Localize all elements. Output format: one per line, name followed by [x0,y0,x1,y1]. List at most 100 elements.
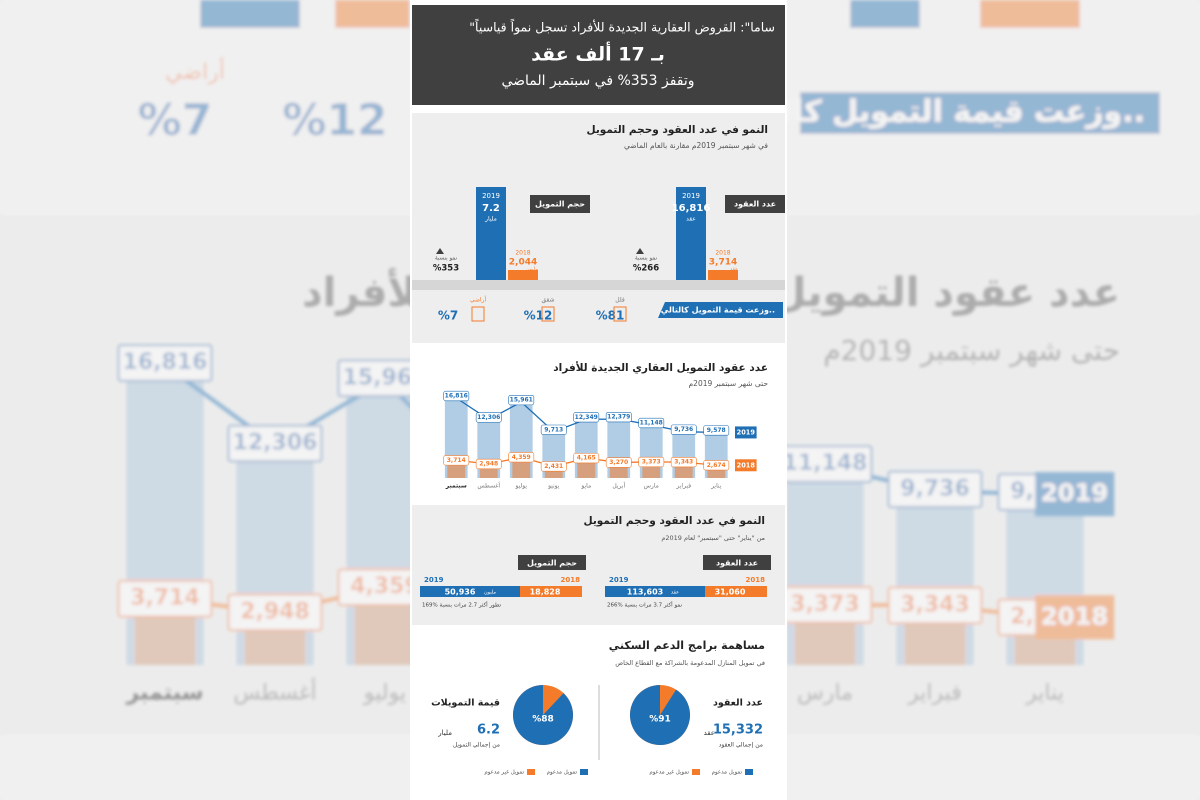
value-box [540,424,567,435]
header-line: "ساما": القروض العقارية الجديدة للأفراد … [469,18,775,36]
value-label: 2,948 [479,460,498,467]
legend-swatch [692,769,700,775]
value-label: 3,714 [447,457,466,464]
legend-label: تمويل مدعوم [712,770,743,776]
value-label: 4,165 [577,455,596,462]
bar-2018 [544,466,563,478]
unit: مليون [484,590,496,596]
unit: مليار [437,729,452,737]
item-value: %7 [438,309,458,323]
bg-item: أراضي [165,57,225,85]
value-box [887,586,983,624]
category-label: يناير [1025,681,1064,706]
bar-2018 [705,586,767,597]
legend-swatch [735,459,757,472]
label-tag [530,195,590,213]
unit: عقد [704,729,715,737]
value-label: 16,816 [445,393,468,400]
label-tag [703,555,771,570]
value: 2,044 [509,258,537,268]
value-box [117,344,213,382]
category-label: فبراير [907,681,962,706]
value-box [670,424,697,435]
value-label: 9,713 [544,426,563,433]
value-label: 12,306 [233,430,318,455]
up-arrow [636,248,644,254]
section-title: عدد عقود التمويل العقاري الجديدة للأفراد [553,361,768,374]
value: 3,714 [709,258,737,268]
bar-2018 [708,270,738,280]
item-name: أراضي [470,296,487,304]
section-subtitle: من "يناير" حتى "سبتمبر" لعام 2019م [661,534,765,542]
value-box [703,425,730,436]
year: 2019 [609,576,629,584]
bg-subtitle: حتى شهر سبتمبر 2019م [823,334,1120,367]
value-label: 11,148 [783,451,868,476]
legend-label: 2018 [737,461,756,469]
item-icon [541,306,555,322]
value-label: 12,379 [607,414,630,421]
item-name: شقق [541,297,554,304]
bg-share: %7 [138,95,213,146]
bar-2019 [476,187,506,280]
item-value: %12 [524,309,553,323]
growth-label: نمو بنسبة [635,256,657,262]
value-label: 3,373 [642,458,661,465]
label: عدد العقود [716,559,758,568]
note: من إجمالي التمويل [453,742,500,749]
value-label: 3,373 [790,592,860,617]
category-label: مايو [580,482,591,489]
growth: %353 [433,264,459,274]
value-box [540,461,567,472]
section-subtitle: في شهر سبتمبر 2019م مقارنة بالعام الماضي [624,141,768,150]
category-label: فبراير [675,482,691,489]
category-label: يناير [710,482,722,489]
header-line: وتقفز 353% في سبتمبر الماضي [501,73,694,89]
label: عدد العقود [734,200,776,209]
value-box [573,453,600,464]
value-label: 3,343 [900,592,970,617]
floor [412,280,785,290]
up-arrow [436,248,444,254]
legend-label: تمويل غير مدعوم [649,770,689,776]
bg-block [850,0,920,28]
value-box [638,456,665,468]
value-box [475,412,502,423]
pie-label: %88 [532,715,554,725]
label: عدد العقود [713,698,763,709]
value-label: 9,736 [674,426,693,433]
category-label: أبريل [612,481,625,489]
value-label: 4,359 [512,454,531,461]
value-label: 16,816 [123,350,208,375]
item-icon [613,306,627,322]
section-title: مساهمة برامج الدعم السكني [609,639,765,652]
year: 2018 [746,576,766,584]
bg-banner-text: وزعت قيمة التمويل كالتالي.. [717,95,1145,130]
bar-2019 [605,586,705,597]
bar-2019 [676,187,706,280]
label: حجم التمويل [535,200,585,209]
bg-block [200,0,300,28]
legend-label: 2019 [737,428,756,436]
value: 7.2 [482,203,500,214]
section-title: النمو في عدد العقود وحجم التمويل [586,124,768,136]
category-label: سبتمبر [445,482,467,489]
infographic: "ساما": القروض العقارية الجديدة للأفراد … [412,5,785,776]
pie-label: %91 [649,715,671,725]
legend-swatch [527,769,535,775]
value-box [573,412,600,423]
value-box [605,412,632,423]
legend-swatch [735,426,757,439]
value-box [227,593,323,632]
unit: عقد [686,216,696,223]
pie-slice [630,685,691,746]
growth-label: نمو بنسبة [435,256,457,262]
bg-banner [800,92,1160,134]
category-label: أغسطس [477,481,500,489]
item-name: فلل [615,297,625,304]
item-value: %81 [596,309,625,323]
category-label: مارس [644,482,659,489]
value-box [443,390,470,402]
value-box [670,456,697,468]
value-label: 9,578 [707,427,726,434]
